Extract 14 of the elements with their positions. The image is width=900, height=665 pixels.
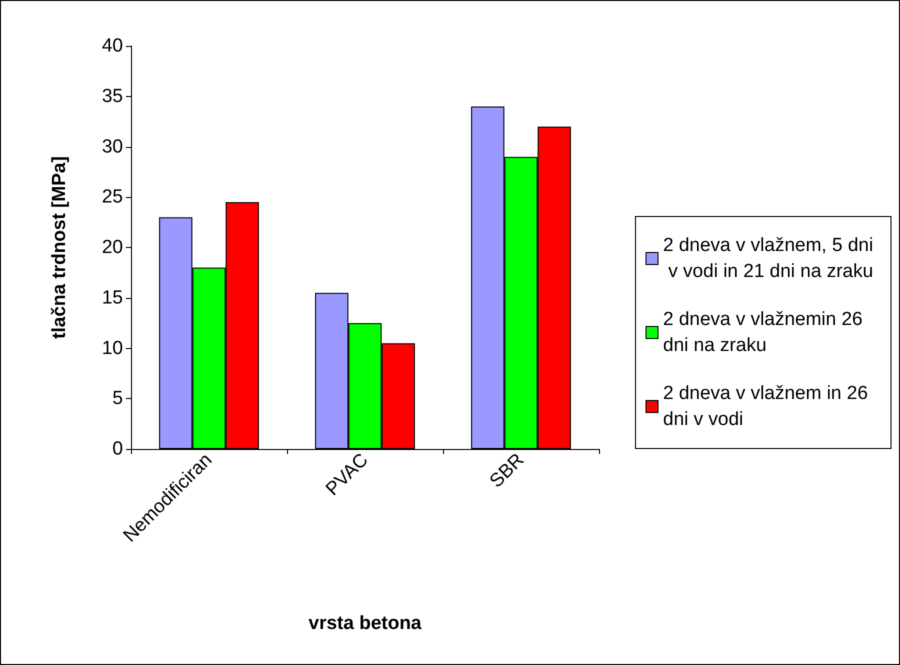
y-tick-label: 15: [102, 287, 123, 308]
y-tick-label: 0: [112, 438, 123, 460]
x-axis-title: vrsta betona: [308, 613, 422, 634]
y-tick-label: 40: [102, 36, 123, 56]
y-tick-label: 20: [102, 237, 123, 258]
y-tick-label: 10: [102, 338, 123, 359]
y-tick-label: 25: [102, 186, 123, 208]
y-axis-title: tlačna trdnost [MPa]: [49, 156, 70, 339]
y-tick-label: 30: [102, 136, 123, 158]
y-tick-label: 35: [102, 86, 123, 107]
legend-label: 2 dneva v vlažnemin 26 dni na zraku: [663, 309, 868, 356]
y-tick-label: 5: [112, 388, 123, 410]
legend-label: 2 dneva v vlažnem, 5 dni v vodi in 21 dni na zraku: [663, 235, 874, 282]
legend-label: 2 dneva v vlažnem in 26 dni v vodi: [663, 383, 874, 430]
